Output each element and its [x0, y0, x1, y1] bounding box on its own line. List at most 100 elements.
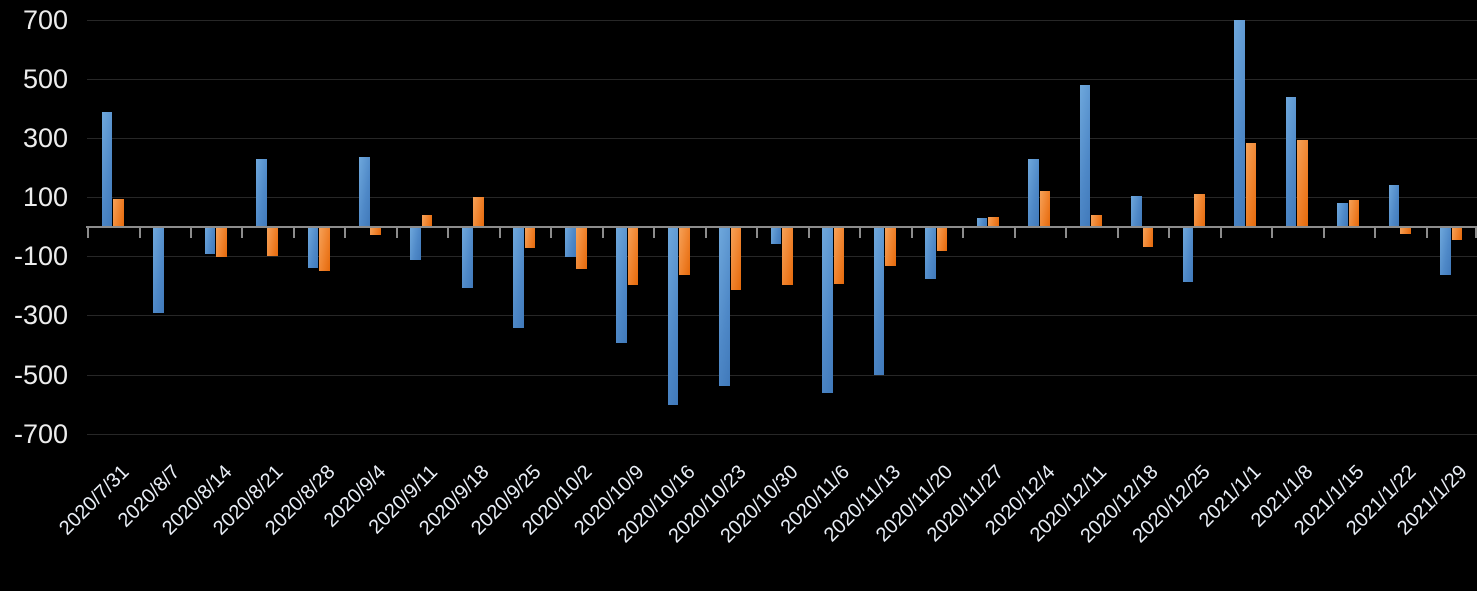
- bar-blue-series-2020-8-28: [307, 227, 319, 268]
- axis-tick-mark: [601, 228, 604, 238]
- bar-blue-series-2020-11-27: [976, 217, 988, 227]
- gridline--300: [87, 315, 1477, 317]
- gridline--700: [87, 433, 1477, 435]
- axis-tick-mark: [1271, 228, 1274, 238]
- bar-blue-series-2020-8-21: [256, 158, 267, 227]
- gridline-300: [87, 138, 1477, 140]
- bar-blue-series-2020-10-16: [667, 227, 679, 405]
- bar-orange-series-2020-9-4: [370, 227, 381, 236]
- bar-orange-series-2021-1-1: [1245, 142, 1257, 227]
- bar-orange-series-2020-10-16: [679, 227, 690, 276]
- axis-tick-mark: [1168, 228, 1171, 238]
- bar-orange-series-2020-11-20: [936, 227, 948, 252]
- bar-blue-series-2020-10-23: [719, 227, 730, 386]
- x-axis-line: [86, 226, 1477, 228]
- gridline-500: [87, 79, 1477, 81]
- y-axis-label: 500: [22, 64, 68, 95]
- bar-blue-series-2020-9-18: [461, 227, 473, 289]
- axis-tick-mark: [87, 228, 89, 238]
- bar-orange-series-2020-11-6: [833, 227, 845, 284]
- axis-tick-mark: [704, 228, 707, 238]
- bar-blue-series-2021-1-22: [1388, 185, 1400, 227]
- axis-tick-mark: [344, 228, 347, 238]
- bar-orange-series-2021-1-22: [1400, 227, 1411, 234]
- y-axis-label: -500: [13, 359, 68, 390]
- bar-orange-series-2020-11-27: [988, 216, 999, 227]
- bar-blue-series-2020-9-11: [410, 227, 422, 261]
- bar-blue-series-2020-10-30: [770, 227, 782, 244]
- y-axis-label: 300: [22, 123, 68, 154]
- bar-orange-series-2020-11-13: [885, 227, 896, 267]
- axis-tick-mark: [138, 228, 141, 238]
- bar-orange-series-2020-12-25: [1194, 194, 1205, 227]
- bar-orange-series-2020-12-4: [1039, 191, 1051, 227]
- bar-blue-series-2020-8-14: [204, 227, 216, 255]
- bar-blue-series-2020-7-31: [101, 111, 113, 227]
- bar-orange-series-2020-10-23: [730, 227, 742, 290]
- bar-orange-series-2020-7-31: [112, 198, 124, 227]
- axis-tick-mark: [292, 228, 295, 238]
- bar-orange-series-2020-9-18: [473, 197, 484, 227]
- bar-orange-series-2020-10-9: [627, 227, 639, 286]
- axis-tick-mark: [1013, 228, 1016, 238]
- bar-orange-series-2020-10-2: [576, 227, 587, 270]
- bar-orange-series-2020-10-30: [782, 227, 793, 286]
- bar-orange-series-2020-9-11: [421, 215, 433, 227]
- gridline-700: [87, 20, 1477, 21]
- bar-orange-series-2021-1-29: [1451, 227, 1463, 240]
- bar-blue-series-2020-12-4: [1028, 158, 1039, 227]
- gridline--100: [87, 256, 1477, 258]
- bar-orange-series-2021-1-8: [1297, 139, 1308, 227]
- y-axis-label: 100: [22, 182, 68, 213]
- bar-blue-series-2021-1-1: [1234, 20, 1245, 227]
- axis-tick-mark: [241, 228, 244, 238]
- axis-tick-mark: [550, 228, 553, 238]
- bar-blue-series-2020-10-2: [564, 227, 576, 258]
- bar-orange-series-2020-9-25: [524, 227, 536, 249]
- y-axis-label: -300: [13, 300, 68, 331]
- bar-blue-series-2020-9-25: [513, 227, 525, 329]
- gridline--500: [87, 374, 1477, 376]
- bar-blue-series-2020-11-20: [925, 227, 936, 280]
- axis-tick-mark: [1322, 228, 1325, 238]
- axis-tick-mark: [498, 228, 501, 238]
- axis-tick-mark: [1065, 228, 1068, 238]
- bar-blue-series-2020-12-18: [1131, 195, 1142, 227]
- bar-blue-series-2020-11-6: [822, 227, 833, 394]
- bar-blue-series-2021-1-8: [1285, 96, 1297, 227]
- axis-tick-mark: [1425, 228, 1428, 238]
- bar-blue-series-2021-1-29: [1440, 227, 1451, 276]
- gridline-100: [87, 197, 1477, 199]
- bar-orange-series-2020-8-14: [215, 227, 227, 258]
- bar-blue-series-2020-10-9: [616, 227, 628, 343]
- axis-tick-mark: [962, 228, 965, 238]
- bar-blue-series-2020-11-13: [873, 227, 885, 376]
- bar-orange-series-2020-8-28: [318, 227, 330, 271]
- bar-blue-series-2020-8-7: [153, 227, 164, 314]
- axis-tick-mark: [1374, 228, 1376, 238]
- y-axis-label: -700: [13, 418, 68, 449]
- bar-blue-series-2020-12-11: [1079, 85, 1091, 227]
- bar-orange-series-2020-12-18: [1142, 227, 1154, 247]
- axis-tick-mark: [447, 228, 450, 238]
- axis-tick-mark: [1116, 228, 1119, 238]
- axis-tick-mark: [756, 228, 759, 238]
- y-axis-label: -100: [13, 241, 68, 272]
- axis-tick-mark: [395, 228, 398, 238]
- y-axis-label: 700: [22, 5, 68, 35]
- bar-blue-series-2020-9-4: [358, 157, 370, 227]
- axis-tick-mark: [859, 228, 862, 238]
- bar-blue-series-2021-1-15: [1337, 203, 1348, 227]
- axis-tick-mark: [1219, 228, 1222, 238]
- axis-tick-mark: [653, 228, 656, 238]
- axis-tick-mark: [807, 228, 810, 238]
- axis-tick-mark: [190, 228, 192, 238]
- bar-orange-series-2020-8-21: [267, 227, 279, 256]
- axis-tick-mark: [910, 228, 913, 238]
- bar-blue-series-2020-12-25: [1182, 227, 1194, 283]
- x-axis-label: 2020/7/31: [54, 461, 134, 540]
- bar-orange-series-2021-1-15: [1348, 200, 1360, 227]
- bar-orange-series-2020-12-11: [1091, 215, 1102, 227]
- axis-tick-mark: [1475, 228, 1477, 238]
